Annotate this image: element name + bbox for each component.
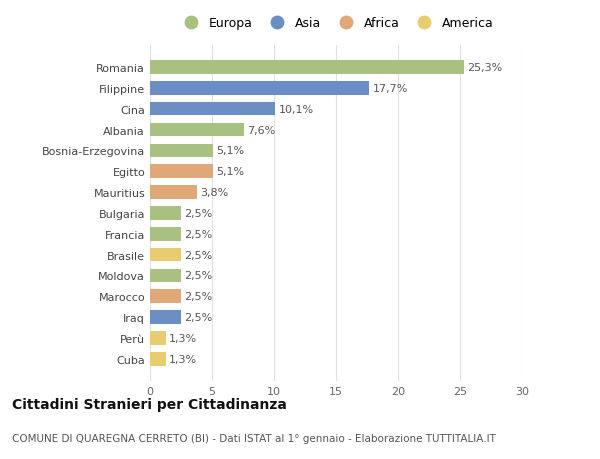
Text: 2,5%: 2,5% bbox=[184, 250, 212, 260]
Bar bbox=[150, 103, 275, 116]
Text: 17,7%: 17,7% bbox=[373, 84, 408, 94]
Bar bbox=[150, 269, 181, 283]
Bar bbox=[150, 82, 370, 95]
Text: 10,1%: 10,1% bbox=[278, 105, 313, 114]
Bar bbox=[150, 165, 213, 179]
Bar bbox=[150, 144, 213, 158]
Text: 1,3%: 1,3% bbox=[169, 333, 197, 343]
Bar bbox=[150, 186, 197, 199]
Text: 5,1%: 5,1% bbox=[217, 167, 244, 177]
Bar bbox=[150, 331, 166, 345]
Bar bbox=[150, 123, 244, 137]
Bar bbox=[150, 248, 181, 262]
Text: 2,5%: 2,5% bbox=[184, 313, 212, 322]
Bar bbox=[150, 311, 181, 324]
Bar bbox=[150, 207, 181, 220]
Bar bbox=[150, 228, 181, 241]
Text: COMUNE DI QUAREGNA CERRETO (BI) - Dati ISTAT al 1° gennaio - Elaborazione TUTTIT: COMUNE DI QUAREGNA CERRETO (BI) - Dati I… bbox=[12, 433, 496, 442]
Bar bbox=[150, 61, 464, 75]
Text: 3,8%: 3,8% bbox=[200, 188, 229, 198]
Text: 25,3%: 25,3% bbox=[467, 63, 502, 73]
Text: 2,5%: 2,5% bbox=[184, 291, 212, 302]
Bar bbox=[150, 352, 166, 366]
Text: 7,6%: 7,6% bbox=[247, 125, 275, 135]
Text: 5,1%: 5,1% bbox=[217, 146, 244, 156]
Text: 2,5%: 2,5% bbox=[184, 271, 212, 281]
Text: Cittadini Stranieri per Cittadinanza: Cittadini Stranieri per Cittadinanza bbox=[12, 397, 287, 412]
Legend: Europa, Asia, Africa, America: Europa, Asia, Africa, America bbox=[173, 12, 499, 35]
Text: 1,3%: 1,3% bbox=[169, 354, 197, 364]
Text: 2,5%: 2,5% bbox=[184, 229, 212, 239]
Text: 2,5%: 2,5% bbox=[184, 208, 212, 218]
Bar bbox=[150, 290, 181, 303]
